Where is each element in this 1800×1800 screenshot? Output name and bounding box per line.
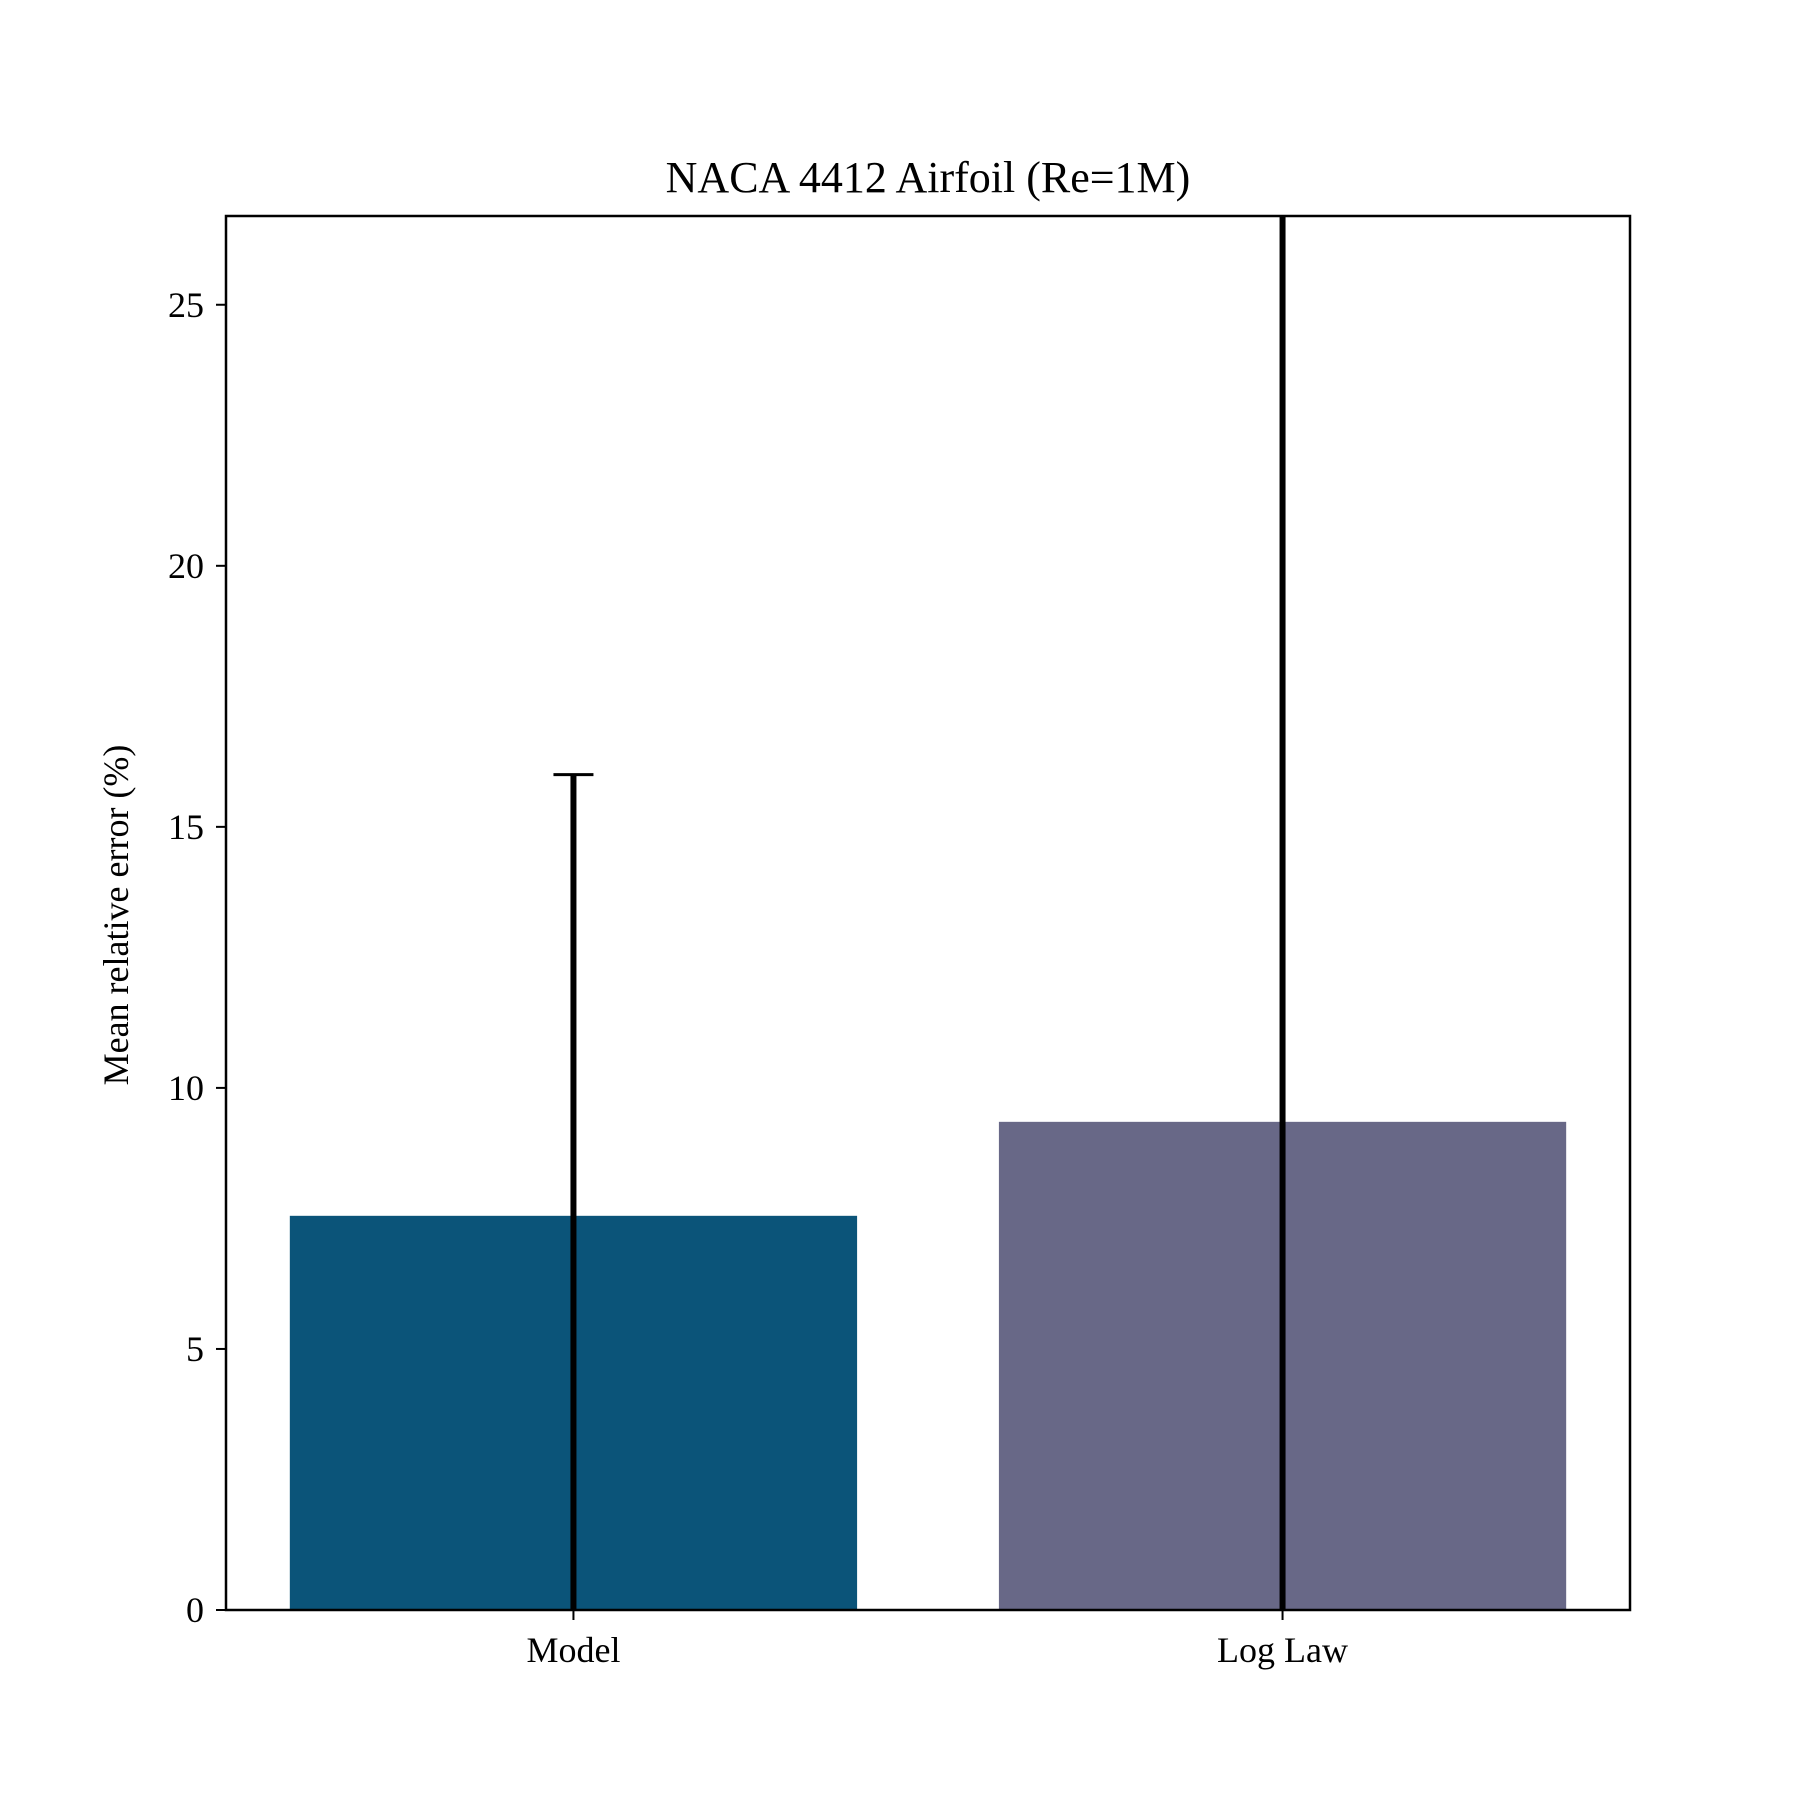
plot-area: Model Log Law 0 5 10 15 20 25 xyxy=(168,216,1567,1670)
y-tick-label: 20 xyxy=(168,546,204,586)
y-tick-label: 0 xyxy=(186,1590,204,1630)
x-tick-label: Log Law xyxy=(1217,1630,1348,1670)
chart-title: NACA 4412 Airfoil (Re=1M) xyxy=(666,153,1191,202)
y-tick-label: 5 xyxy=(186,1329,204,1369)
y-tick-label: 15 xyxy=(168,807,204,847)
axes-frame xyxy=(224,214,1632,1612)
bars-group xyxy=(289,1121,1567,1610)
y-tick-label: 10 xyxy=(168,1068,204,1108)
y-tick-label: 25 xyxy=(168,285,204,325)
y-axis-label: Mean relative error (%) xyxy=(96,745,136,1086)
error-bars-group xyxy=(553,216,1286,1610)
x-tick-label: Model xyxy=(526,1630,620,1670)
